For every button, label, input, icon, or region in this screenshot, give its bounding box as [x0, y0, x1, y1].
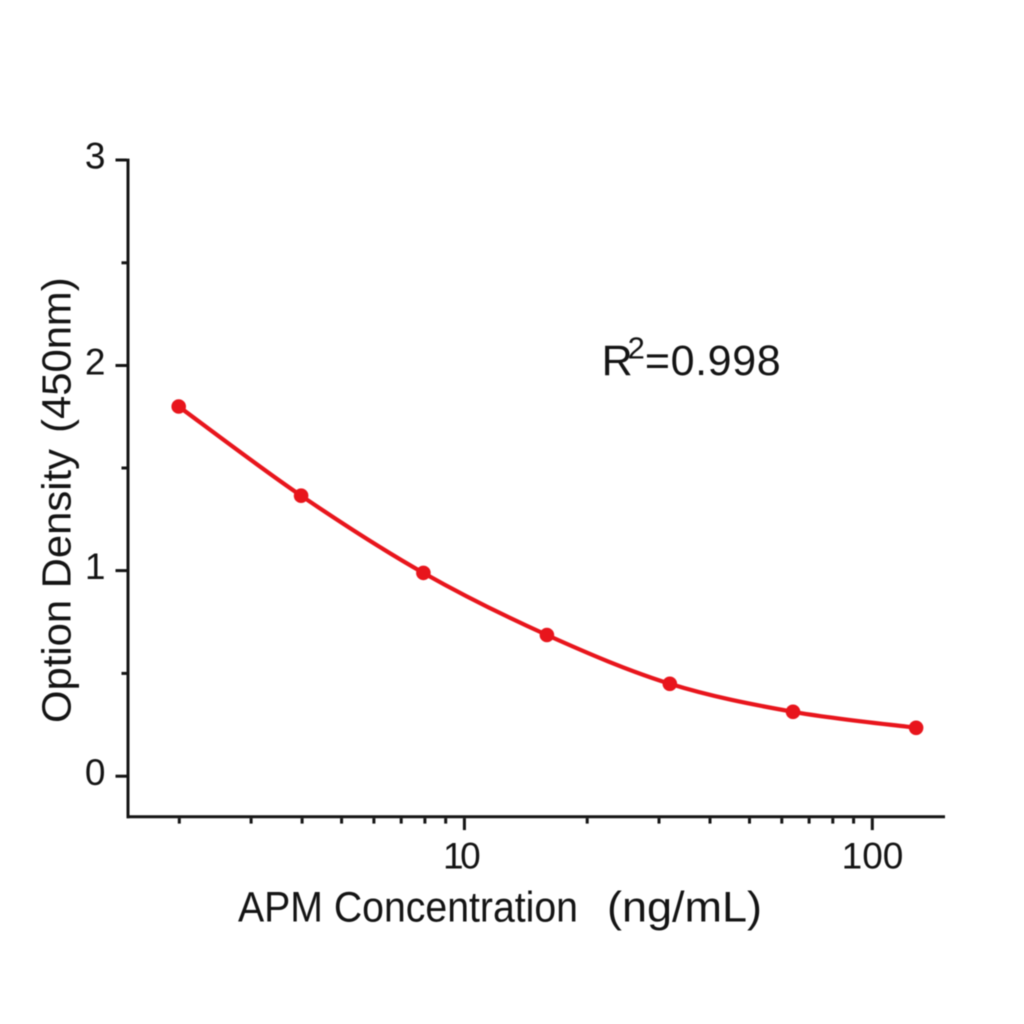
svg-text:(450nm): (450nm) — [33, 277, 79, 433]
svg-text:Option Density: Option Density — [33, 448, 79, 723]
svg-text:(ng/mL): (ng/mL) — [607, 884, 762, 932]
svg-text:2: 2 — [85, 342, 106, 383]
svg-text:0: 0 — [85, 752, 106, 793]
svg-text:APM Concentration: APM Concentration — [238, 884, 578, 932]
svg-text:3: 3 — [85, 136, 106, 177]
svg-text:10: 10 — [443, 836, 480, 877]
svg-text:1: 1 — [85, 546, 106, 587]
svg-text:R2=0.998: R2=0.998 — [602, 331, 782, 385]
svg-text:100: 100 — [842, 836, 904, 877]
